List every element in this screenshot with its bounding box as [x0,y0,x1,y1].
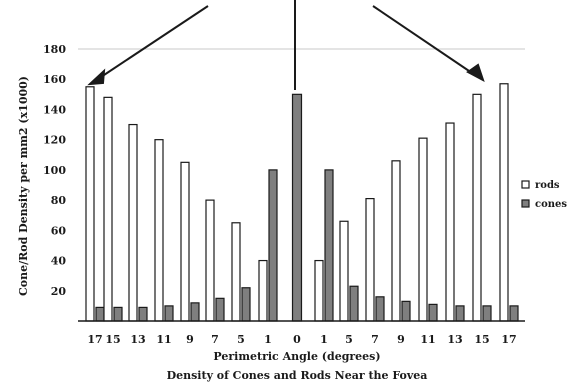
y-tick-label-7: 40 [51,255,67,268]
right-arrowhead [466,63,485,83]
bar-rods-0 [85,86,95,322]
x-tick-label-3: 11 [156,333,171,346]
bar-cones-11 [375,296,385,322]
bar-cones-4 [190,302,200,322]
bar-rods-15 [472,93,482,322]
bar-rods-13 [418,137,428,322]
bar-cones-6 [241,287,251,322]
bar-rods-2 [128,123,138,322]
left-arrowhead [87,68,106,86]
y-tick-label-6: 60 [51,224,67,237]
x-tick-label-7: 1 [264,333,272,346]
x-tick-label-4: 9 [186,333,194,346]
x-tick-label-13: 11 [420,333,435,346]
legend: rods cones [521,180,567,210]
bar-cones-12 [401,300,411,322]
x-tick-label-10: 5 [345,333,353,346]
bar-cones-10 [349,285,359,322]
bar-cones-13 [428,303,438,322]
legend-label-cones: cones [535,199,567,210]
legend-label-rods: rods [535,180,560,191]
x-tick-label-5: 7 [211,333,219,346]
y-tick-label-0: 180 [43,43,66,56]
bar-cones-0 [95,306,105,322]
bar-cones-5 [215,297,225,322]
x-tick-label-8: 0 [293,333,301,346]
bar-cones-3 [164,305,174,322]
bars [85,83,519,322]
annotation-arrows [87,0,485,90]
bar-cones-15 [482,305,492,322]
bar-rods-1 [103,96,113,322]
y-tick-label-3: 120 [43,134,66,147]
bar-rods-7 [258,259,268,322]
left-annotation-arrow [97,5,209,80]
bar-cones-2 [138,306,148,322]
x-axis-title: Perimetric Angle (degrees) [213,350,380,363]
y-axis-title: Cone/Rod Density per mm2 (x1000) [17,76,30,296]
bar-rods-4 [180,161,190,322]
bar-cones-9 [324,169,334,322]
legend-swatch-rods [521,180,530,189]
bar-rods-12 [391,160,401,322]
x-tick-label-14: 13 [447,333,462,346]
right-annotation-arrow [372,5,476,76]
x-tick-label-2: 13 [130,333,145,346]
x-tick-labels: 17 15 13 11 9 7 5 1 0 1 5 7 9 11 13 15 17 [87,333,516,346]
bar-rods-3 [154,139,164,322]
bar-rods-6 [231,222,241,322]
bar-rods-11 [365,198,375,322]
y-tick-label-4: 100 [43,164,66,177]
bar-cones-8 [291,93,303,322]
x-tick-label-0: 17 [87,333,102,346]
x-tick-label-1: 15 [105,333,120,346]
y-tick-labels: 180 160 140 120 100 80 60 40 20 [43,43,66,298]
bar-cones-14 [455,305,465,322]
bar-rods-9 [314,259,324,322]
x-tick-label-15: 15 [474,333,489,346]
bar-rods-14 [445,122,455,322]
y-tick-label-8: 20 [51,285,67,298]
y-tick-label-1: 160 [43,73,66,86]
chart-title: Density of Cones and Rods Near the Fovea [167,369,428,382]
bar-cones-16 [509,305,519,322]
x-tick-label-6: 5 [237,333,245,346]
bar-rods-10 [339,220,349,322]
bar-cones-7 [268,169,278,322]
bar-rods-5 [205,199,215,322]
x-tick-label-12: 9 [397,333,405,346]
y-tick-label-5: 80 [51,194,67,207]
bar-cones-1 [113,306,123,322]
bar-rods-16 [499,83,509,322]
x-tick-label-16: 17 [501,333,516,346]
y-tick-label-2: 140 [43,103,66,116]
x-tick-label-9: 1 [320,333,328,346]
x-tick-label-11: 7 [371,333,379,346]
legend-swatch-cones [521,199,530,208]
